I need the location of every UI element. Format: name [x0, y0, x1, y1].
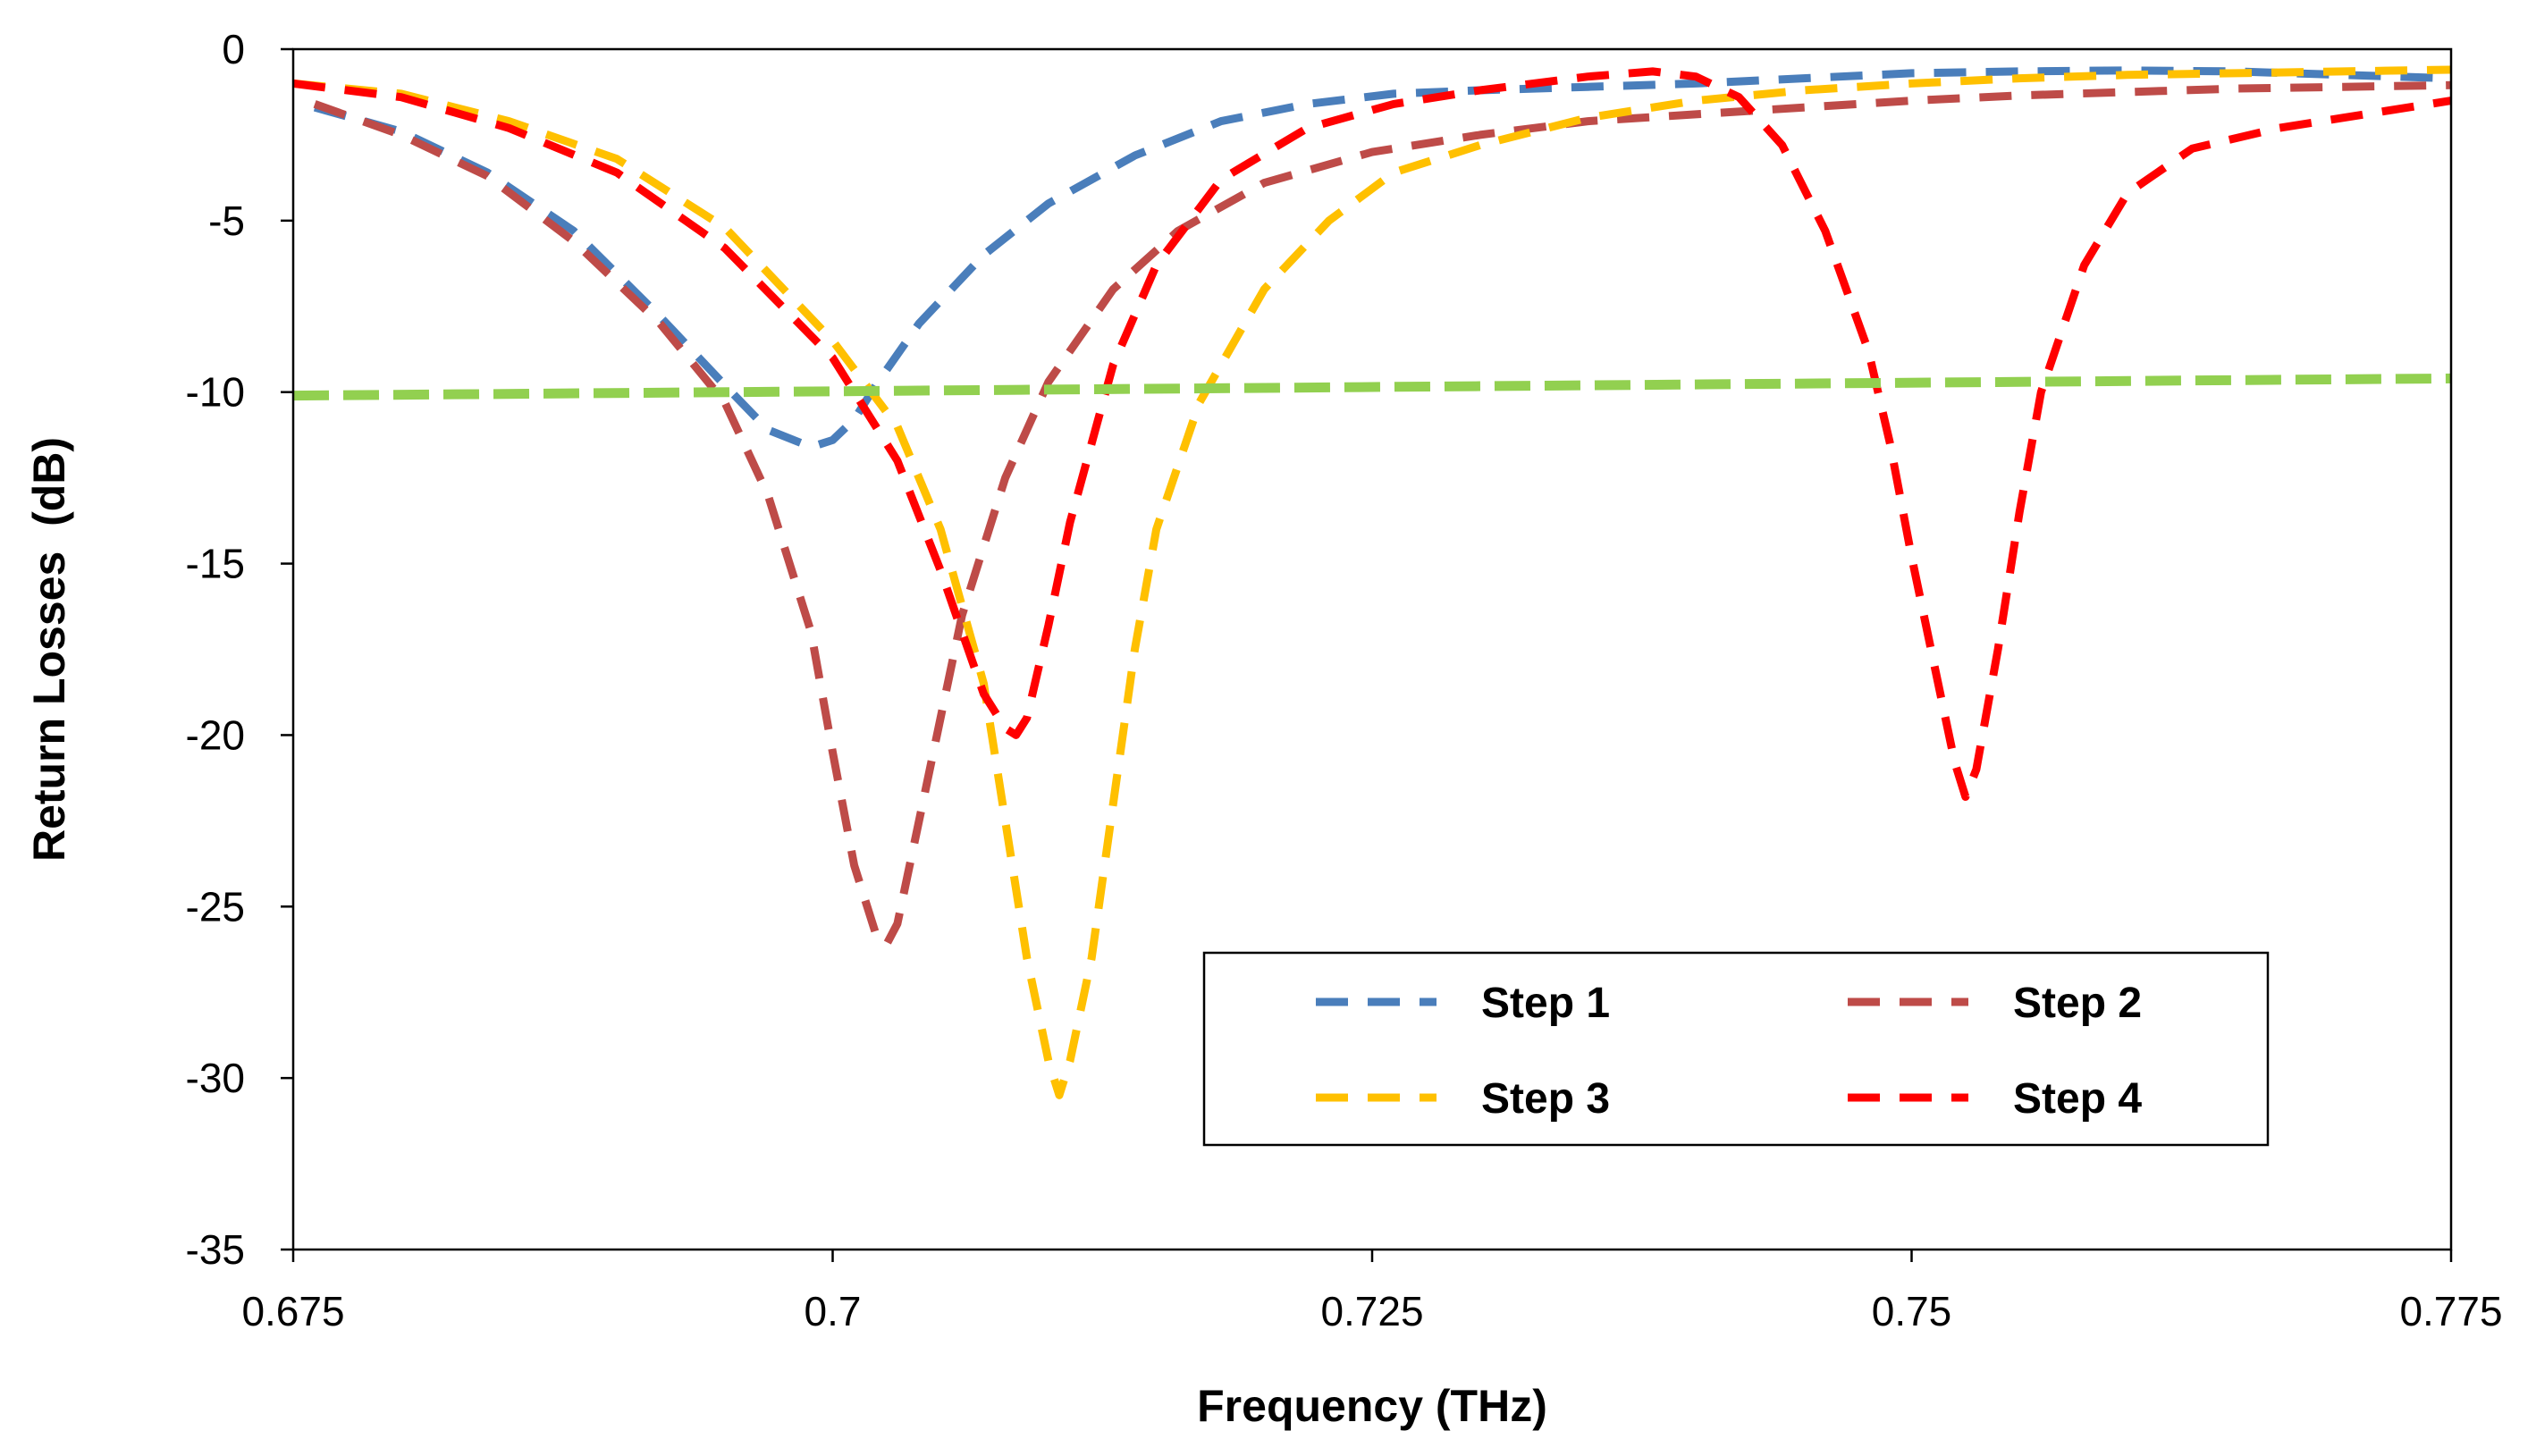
legend-box: [1202, 951, 2270, 1147]
reference-line-minus-10db: [292, 373, 2452, 401]
y-tick-label: -35: [186, 1226, 245, 1273]
x-tick-label: 0.675: [241, 1288, 344, 1334]
legend-label-step-3: Step 3: [1481, 1075, 1610, 1123]
y-tick-label: -25: [186, 883, 245, 930]
legend-label-step-1: Step 1: [1481, 980, 1610, 1027]
legend-label-step-2: Step 2: [2013, 980, 2142, 1027]
series-line-step-3: [292, 65, 2452, 1099]
x-tick-label: 0.725: [1320, 1288, 1423, 1334]
x-tick-label: 0.775: [2399, 1288, 2502, 1334]
series-line-step-4: [292, 67, 2452, 801]
x-axis-ticks: 0.675 0.7 0.725 0.75 0.775: [241, 1250, 2503, 1334]
y-tick-label: -20: [186, 711, 245, 758]
y-tick-label: -15: [186, 541, 245, 587]
y-axis-title: Return Losses (dB): [24, 437, 74, 862]
y-axis-ticks: 0 -5 -10 -15 -20 -25 -30 -35: [186, 26, 293, 1273]
series-line-step-1: [313, 66, 2452, 451]
y-tick-label: 0: [222, 26, 245, 72]
series-line-step-2: [313, 80, 2452, 948]
x-tick-label: 0.75: [1872, 1288, 1952, 1334]
x-axis-title: Frequency (THz): [1197, 1381, 1547, 1431]
plot-lines: [292, 65, 2452, 1099]
y-tick-label: -10: [186, 369, 245, 416]
x-tick-label: 0.7: [805, 1288, 862, 1334]
legend: Step 1 Step 2 Step 3 Step 4: [1202, 951, 2270, 1147]
y-tick-label: -30: [186, 1055, 245, 1101]
legend-label-step-4: Step 4: [2013, 1075, 2142, 1123]
y-tick-label: -5: [208, 198, 245, 244]
